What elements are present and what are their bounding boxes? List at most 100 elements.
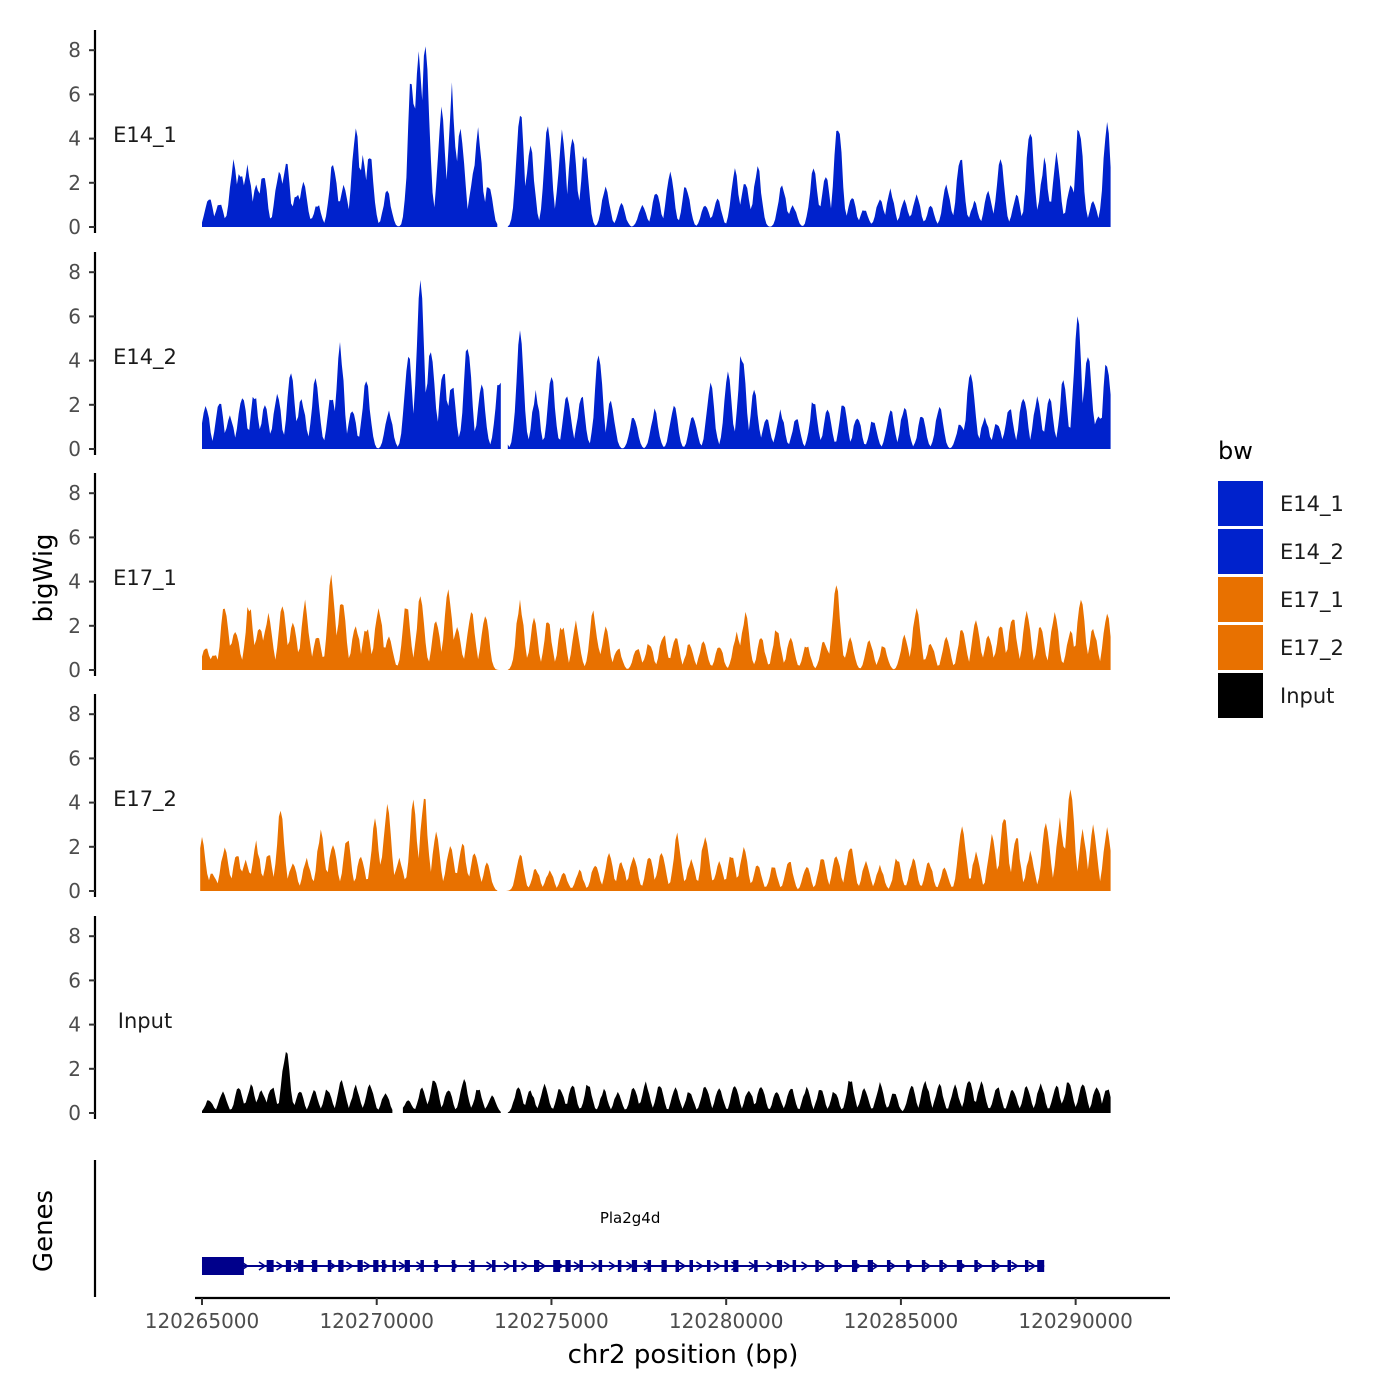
exon [867,1260,873,1272]
exon [373,1260,379,1272]
exon [974,1260,978,1272]
tracks-layer: 0 2 4 6 8 E14_1 0 2 4 6 8 E14_2 0 2 4 6 8 E17_1 0 2 4 6 8 E17_2… [68,30,1111,1125]
x-tick-label: 120270000 [319,1309,434,1333]
y-tick-label: 2 [68,835,81,859]
strand-arrow [258,1261,267,1271]
legend-title: bw [1218,437,1253,465]
legend-label: E17_2 [1280,636,1344,661]
y-tick-label: 8 [68,38,81,62]
exon [451,1260,456,1272]
exon [851,1260,858,1272]
exon [689,1260,693,1272]
gene-pla2g4d: Pla2g4d [201,1209,1045,1275]
y-tick-label: 0 [68,658,81,682]
legend-swatch [1218,625,1263,670]
exon [886,1260,891,1272]
strand-arrow [713,1261,722,1271]
track-e14-1: 0 2 4 6 8 E14_1 [68,30,1111,239]
exon [815,1260,819,1272]
track-label: E17_2 [113,787,177,812]
x-axis: 120265000 120270000 120275000 120280000 1202… [145,1296,1170,1333]
strand-arrow [871,1261,879,1271]
strand-arrow [818,1261,827,1271]
x-tick-label: 120265000 [145,1309,260,1333]
strand-arrow [783,1261,792,1271]
legend-swatch [1218,577,1263,622]
strand-arrow [363,1261,372,1271]
legend-swatch [1218,481,1263,526]
x-tick-label: 120280000 [669,1309,784,1333]
y-tick-label: 4 [68,570,81,594]
strand-arrow [678,1261,687,1271]
exon [420,1260,424,1272]
y-tick-label: 0 [68,437,81,461]
legend-item-input: Input [1218,673,1334,718]
x-tick-label: 120290000 [1018,1309,1133,1333]
y-tick-label: 6 [68,968,81,992]
strand-arrow [503,1261,512,1271]
y-tick-label: 8 [68,260,81,284]
track-e17-1: 0 2 4 6 8 E17_1 [68,473,1111,682]
exon [266,1260,274,1272]
exon [647,1260,652,1272]
strand-arrow [608,1261,617,1271]
exon [754,1260,758,1272]
exon [312,1260,318,1272]
legend-item-e17-2: E17_2 [1218,625,1344,670]
exon [201,1257,244,1275]
legend-swatch [1218,529,1263,574]
legend-label: E14_1 [1280,492,1344,517]
exon [533,1260,540,1272]
exon [553,1260,561,1272]
strand-arrow [538,1261,547,1271]
gene-label: Pla2g4d [600,1209,661,1227]
exon [471,1260,475,1272]
exon [939,1260,943,1272]
exon [617,1260,622,1272]
y-tick-label: 8 [68,702,81,726]
x-tick-label: 120275000 [494,1309,609,1333]
legend-label: E17_1 [1280,588,1344,613]
track-e17-2: 0 2 4 6 8 E17_2 [68,694,1111,903]
strand-arrow [468,1261,477,1271]
coverage-area-input [507,1080,1111,1113]
track-e14-2: 0 2 4 6 8 E14_2 [68,252,1111,461]
exon [956,1260,963,1272]
strand-arrow [993,1261,1002,1271]
track-label: E14_2 [113,345,177,370]
y-tick-label: 6 [68,746,81,770]
strand-arrow [346,1261,354,1271]
legend-label: Input [1280,684,1334,708]
strand-arrow [276,1261,284,1271]
y-tick-label: 6 [68,304,81,328]
strand-arrow [941,1261,949,1271]
exon [706,1260,711,1272]
exon [357,1260,363,1272]
y-tick-label: 2 [68,171,81,195]
y-tick-label: 0 [68,879,81,903]
coverage-area-e14-2 [507,316,1111,449]
coverage-area-e17-1 [202,574,501,670]
exon [598,1260,603,1272]
track-input: 0 2 4 6 8 Input [68,916,1111,1125]
exon [792,1260,797,1272]
y-tick-label: 4 [68,349,81,373]
exon [1007,1260,1011,1272]
y-axis-title: bigWig [29,533,59,622]
y-tick-label: 4 [68,791,81,815]
exon [565,1260,571,1272]
legend-label: E14_2 [1280,540,1344,565]
exon [338,1260,344,1272]
y-tick-label: 2 [68,614,81,638]
exon [661,1260,667,1272]
legend-item-e14-2: E14_2 [1218,529,1344,574]
track-label: E14_1 [113,123,177,148]
strand-arrow [696,1261,704,1271]
y-tick-label: 6 [68,82,81,106]
exon [991,1260,996,1272]
exon [381,1260,386,1272]
coverage-area-e17-1 [507,585,1111,670]
exon [733,1260,739,1272]
strand-arrow [923,1261,932,1271]
